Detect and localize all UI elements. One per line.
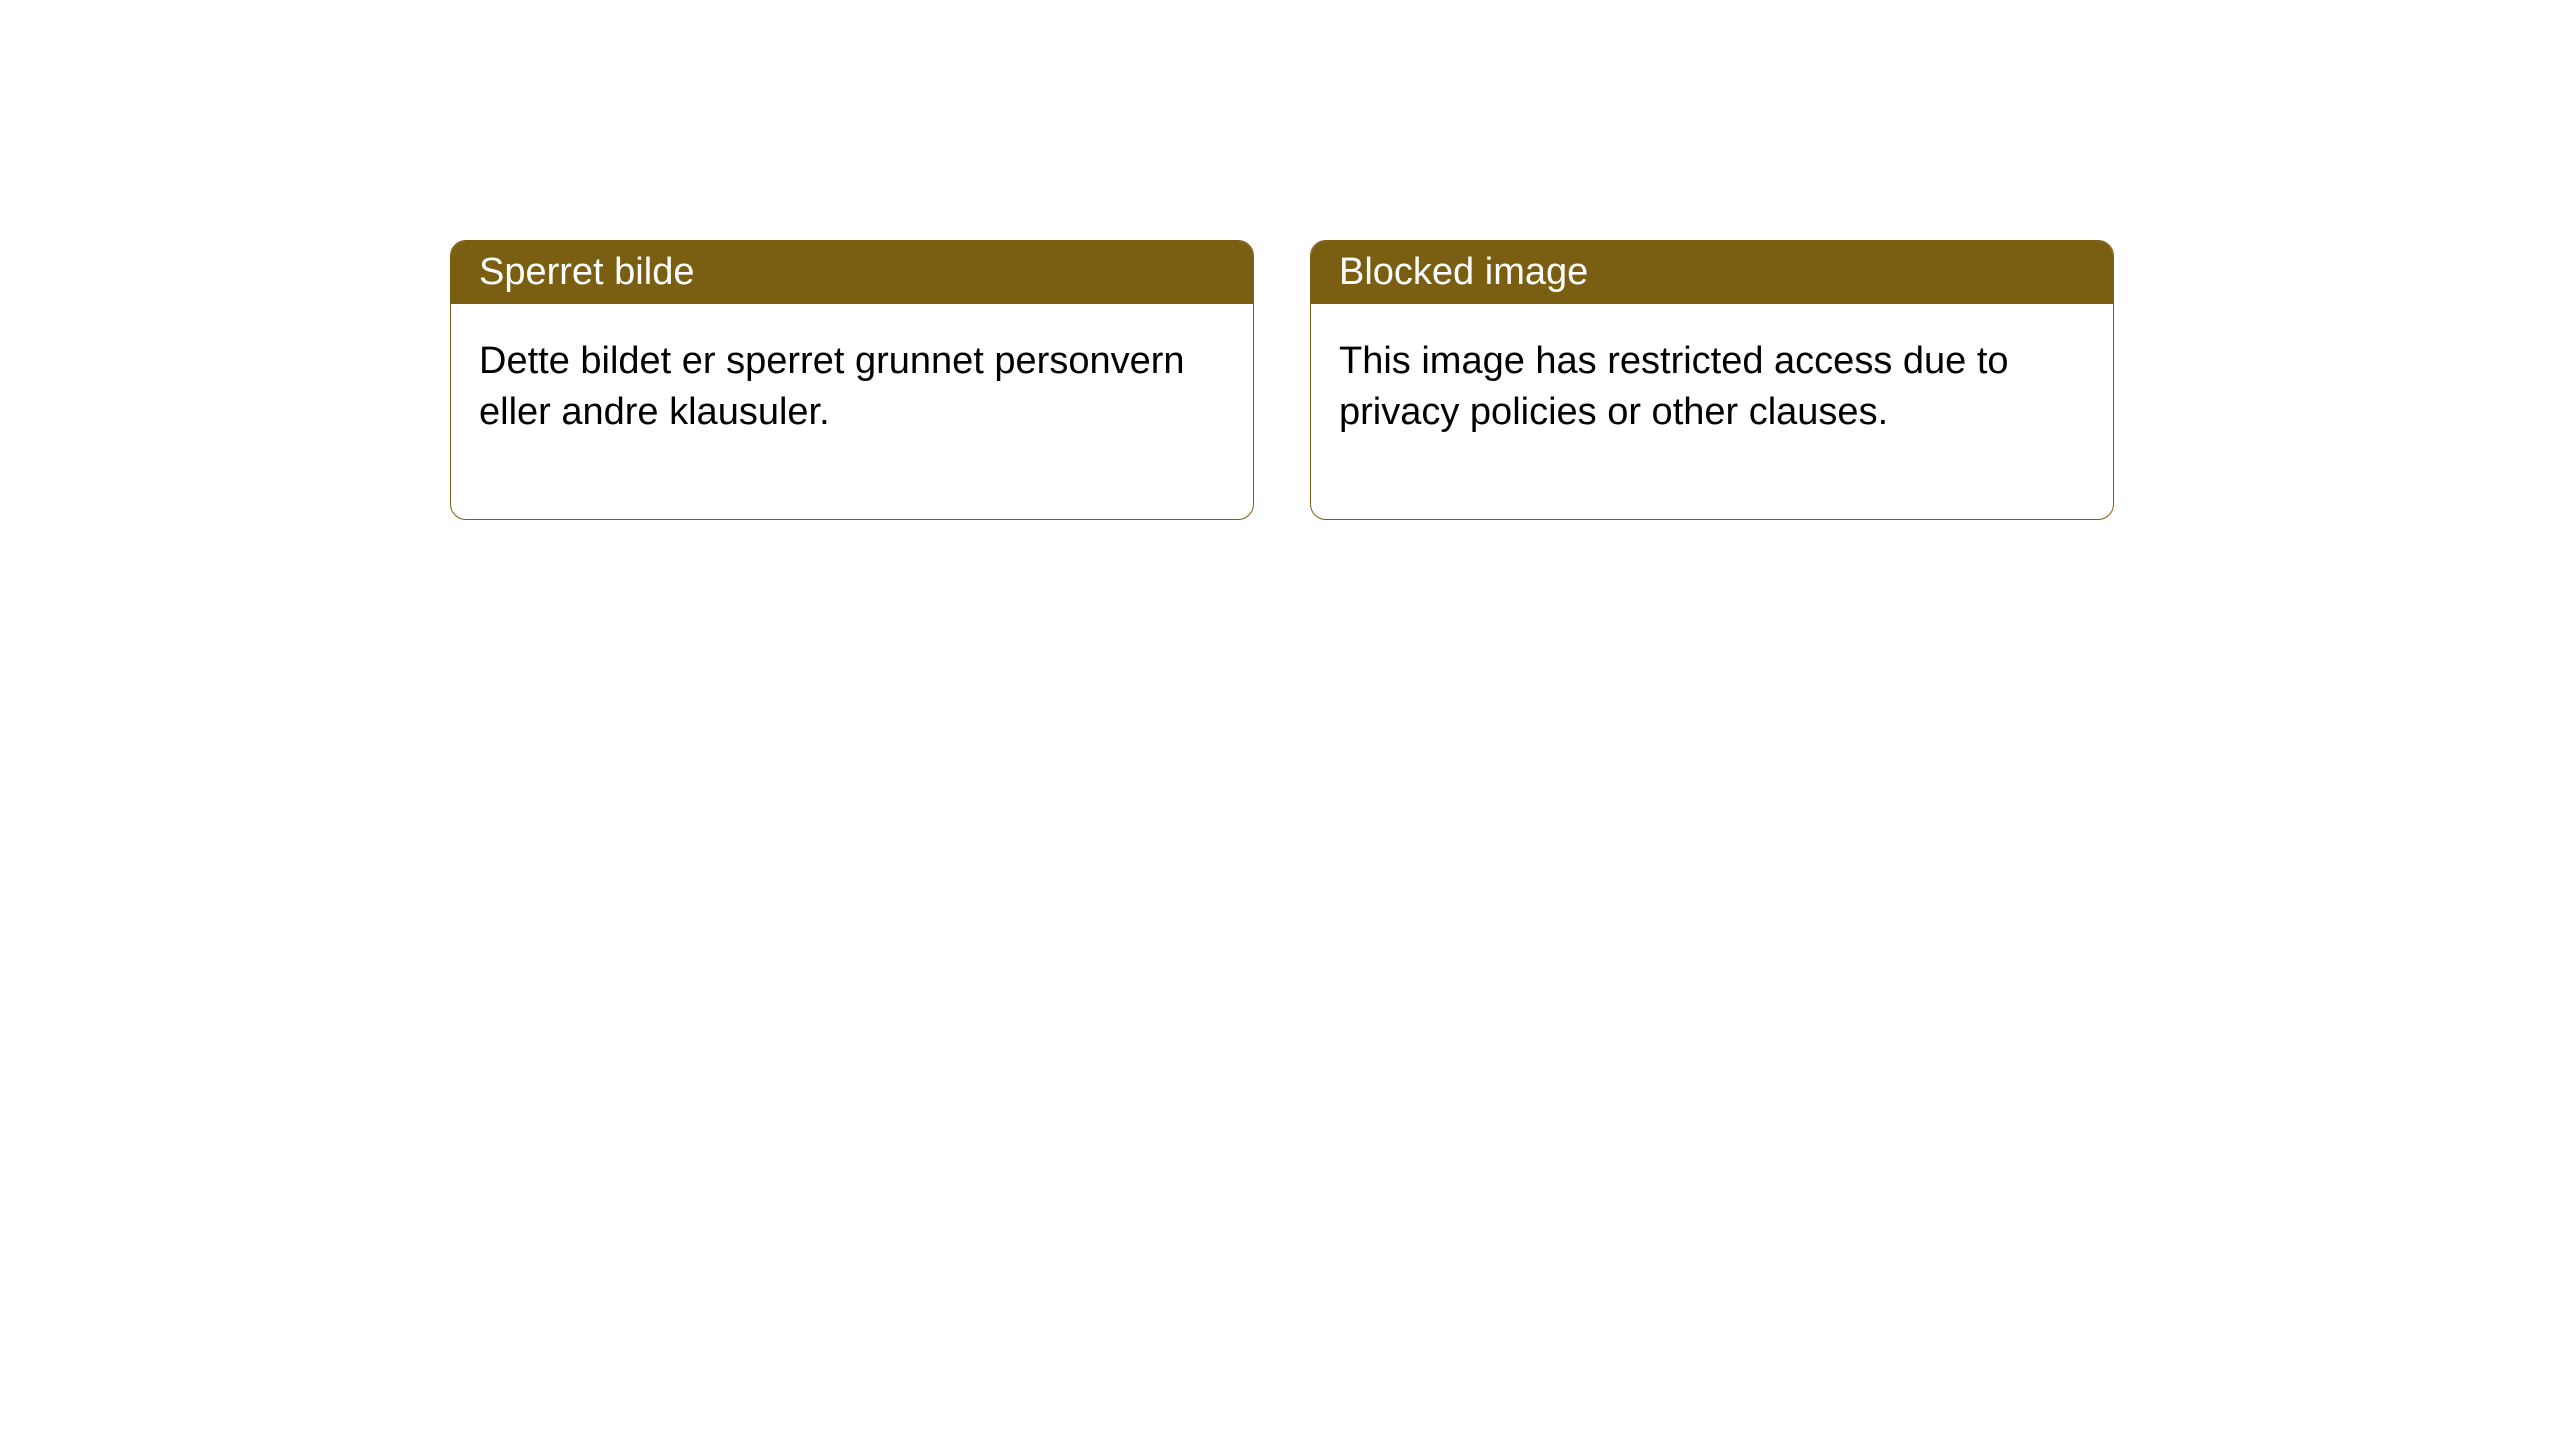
notice-body-english: This image has restricted access due to …: [1311, 304, 2113, 519]
blocked-image-notices: Sperret bilde Dette bildet er sperret gr…: [450, 240, 2114, 520]
notice-title-english: Blocked image: [1311, 241, 2113, 304]
notice-box-english: Blocked image This image has restricted …: [1310, 240, 2114, 520]
notice-box-norwegian: Sperret bilde Dette bildet er sperret gr…: [450, 240, 1254, 520]
notice-body-norwegian: Dette bildet er sperret grunnet personve…: [451, 304, 1253, 519]
notice-title-norwegian: Sperret bilde: [451, 241, 1253, 304]
